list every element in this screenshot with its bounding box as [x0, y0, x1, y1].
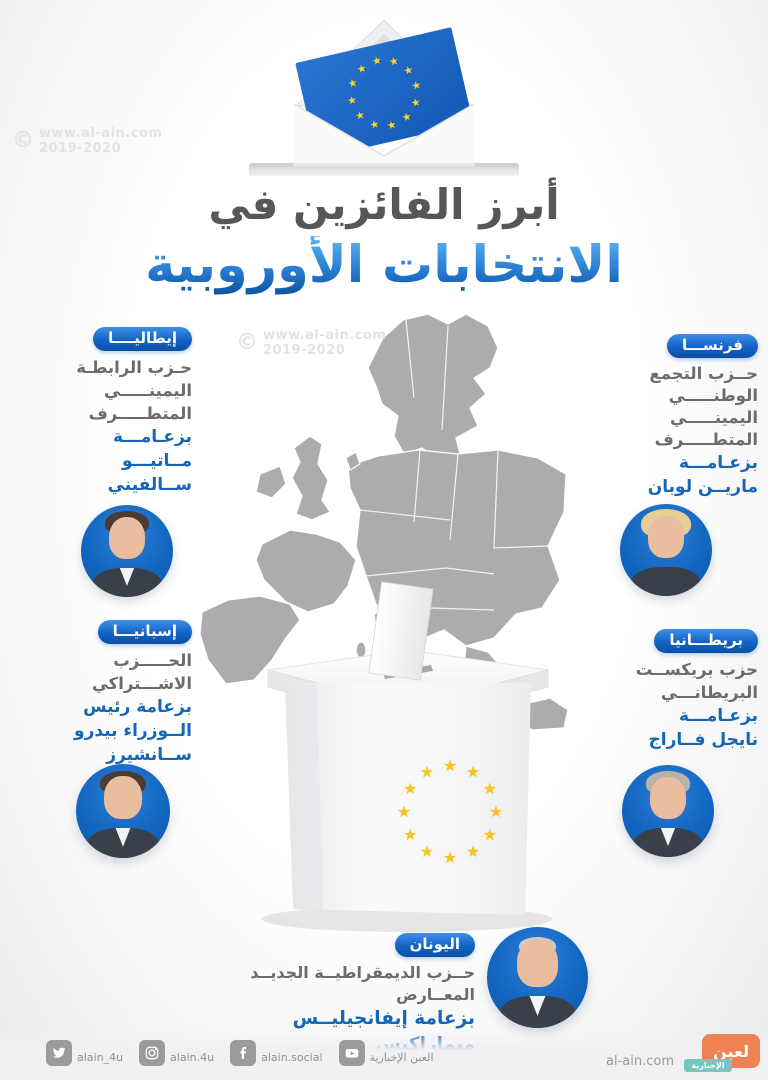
person-head [108, 516, 146, 560]
eu-flag-card [295, 27, 473, 159]
facebook-icon[interactable] [230, 1040, 257, 1066]
watermark: © www.al-ain.com 2019-2020 [12, 126, 162, 156]
country-badge-spain: إسبانيـــا [97, 620, 192, 644]
envelope-bottom-edge [294, 163, 474, 167]
watermark: © www.al-ain.com 2019-2020 [236, 328, 386, 358]
party-name: حـزب الرابطـة اليمينـــــي المتطـــــرف [58, 356, 192, 425]
section-italy: إيطاليــــا حـزب الرابطـة اليمينـــــي ا… [58, 327, 192, 497]
ballot-paper [368, 581, 434, 681]
country-badge-france: فرنســـا [666, 334, 758, 358]
party-name: الحـــــزب الاشـــتراكي [58, 649, 192, 695]
instagram-handle[interactable]: alain.4u [170, 1051, 215, 1064]
map-denmark [345, 451, 361, 471]
facebook-handle[interactable]: alain.social [261, 1051, 323, 1064]
person-head [517, 940, 558, 987]
page-title-line1: أبرز الفائزين في [208, 180, 560, 229]
watermark-years: 2019-2020 [39, 141, 122, 156]
copyright-symbol: © [236, 330, 258, 355]
person-suit [631, 566, 701, 596]
social-twitter[interactable]: alain_4u [46, 1040, 123, 1066]
photo-evangelos-meimarakis [487, 927, 588, 1028]
section-france: فرنســـا حــزب التجمع الوطنـــــي اليمين… [584, 334, 758, 499]
party-line: المتطـــــرف [88, 404, 192, 423]
party-line: اليمينـــــي [103, 381, 192, 400]
map-uk [291, 435, 331, 521]
leader-line: ســانشيرز [106, 745, 192, 765]
country-badge-greece: اليونان [394, 933, 475, 957]
person-head [647, 515, 685, 559]
ballot-box-graphic [262, 581, 552, 932]
ballot-box-body [285, 683, 531, 915]
alain-news-logo[interactable]: لعين الإخبارية [684, 1034, 762, 1072]
country-badge-britain: بريطـــانيا [654, 629, 758, 653]
map-france [255, 529, 357, 613]
section-spain: إسبانيـــا الحـــــزب الاشـــتراكي بزعام… [58, 620, 192, 767]
page-title-line2: الانتخابات الأوروبية [0, 236, 768, 295]
leader-line: بزعـامـــة [112, 427, 192, 447]
ballot-box-left-shade [285, 683, 323, 911]
twitter-icon[interactable] [46, 1040, 72, 1066]
envelope-eu-flag-graphic [293, 19, 475, 167]
leader-name: بزعـامـــة مــاتيـــو ســالفيني [58, 425, 192, 497]
party-name: حــزب الديمقراطيــة الجديــد المعــارض [195, 962, 475, 1006]
leader-line: بزعـامـــة [678, 706, 758, 726]
leader-line: بزعـامـــة [678, 453, 758, 473]
party-name: حــزب التجمع الوطنـــــي اليمينـــــي ال… [584, 363, 758, 451]
envelope-creases [293, 103, 475, 157]
party-line: اليمينـــــي [669, 408, 758, 427]
photo-pedro-sanchez [76, 764, 170, 858]
person-head [104, 776, 142, 820]
footer-bar: alain_4u alain.4u alain.social العين الإ… [0, 1030, 768, 1080]
leader-line: ســالفيني [107, 475, 192, 495]
party-line: حــزب الديمقراطيــة الجديــد المعــارض [250, 963, 475, 1004]
photo-marine-le-pen [620, 504, 712, 596]
youtube-handle[interactable]: العين الإخبارية [369, 1051, 434, 1064]
leader-name: بزعـامـــة ماريــن لوبان [584, 451, 758, 499]
youtube-icon[interactable] [338, 1040, 365, 1066]
leader-name: بزعـامـــة نايجل فــاراج [584, 704, 759, 752]
map-scandinavia [367, 313, 499, 461]
section-britain: بريطـــانيا حزب بريكســت البريطانـــي بز… [584, 629, 758, 752]
leader-line: مــاتيـــو [122, 451, 192, 471]
party-name: حزب بريكســت البريطانـــي [584, 658, 758, 704]
logo-subtitle: الإخبارية [684, 1059, 732, 1072]
social-facebook[interactable]: alain.social [230, 1040, 323, 1066]
party-line: البريطانـــي [660, 683, 758, 702]
watermark-url: www.al-ain.com [263, 328, 387, 343]
site-url[interactable]: al-ain.com [606, 1054, 674, 1069]
social-youtube[interactable]: العين الإخبارية [338, 1040, 434, 1066]
country-badge-italy: إيطاليــــا [93, 327, 192, 351]
leader-line: الــوزراء بيدرو [74, 721, 192, 741]
twitter-handle[interactable]: alain_4u [77, 1051, 124, 1064]
envelope-front [294, 104, 474, 166]
social-links: alain_4u alain.4u alain.social العين الإ… [46, 1040, 434, 1066]
party-line: الاشـــتراكي [91, 674, 192, 693]
party-line: حزب بريكســت [635, 660, 758, 679]
party-line: الحـــــزب [113, 651, 192, 670]
watermark-years: 2019-2020 [263, 343, 346, 358]
map-iberia [199, 595, 301, 685]
party-line: الوطنـــــي [668, 386, 758, 405]
map-ireland [255, 465, 287, 499]
leader-line: ماريــن لوبان [647, 477, 758, 497]
watermark-url: www.al-ain.com [39, 126, 163, 141]
copyright-symbol: © [12, 128, 34, 153]
photo-matteo-salvini [81, 505, 173, 597]
person-head [649, 776, 687, 820]
social-instagram[interactable]: alain.4u [139, 1040, 214, 1066]
leader-line: نايجل فــاراج [648, 730, 759, 750]
photo-nigel-farage [622, 765, 714, 857]
party-line: حــزب التجمع [649, 364, 758, 383]
leader-line: بزعامة رئيس [83, 697, 192, 717]
party-line: المتطـــــرف [654, 430, 758, 449]
instagram-icon[interactable] [139, 1040, 166, 1066]
leader-name: بزعامة رئيس الــوزراء بيدرو ســانشيرز [58, 695, 192, 767]
party-line: حـزب الرابطـة [76, 358, 192, 377]
